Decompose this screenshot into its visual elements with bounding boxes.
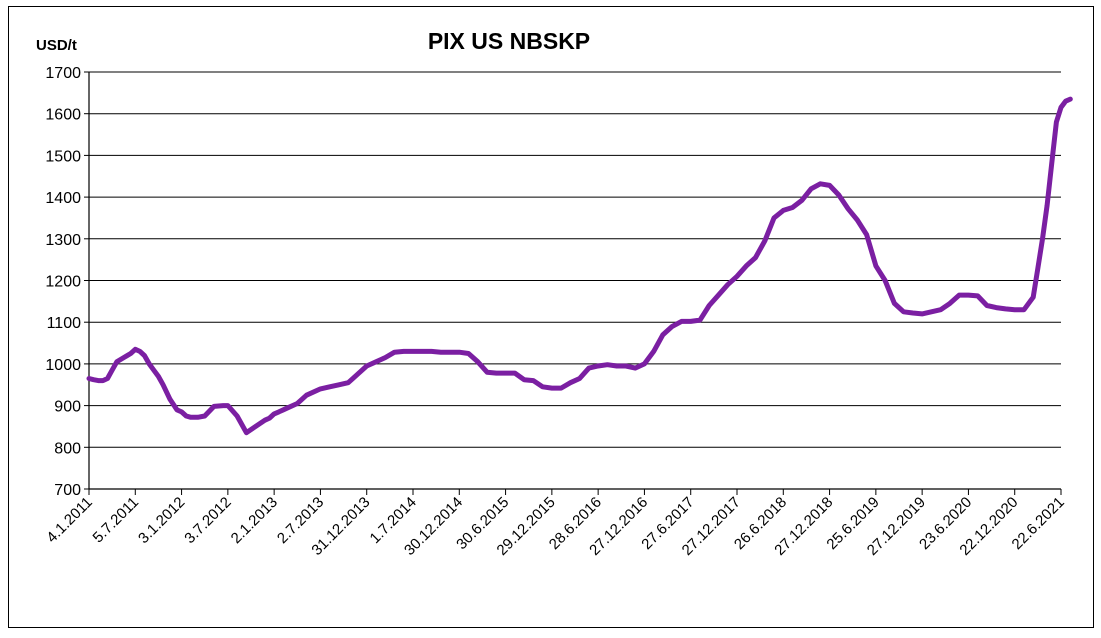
line-chart: PIX US NBSKP USD/t 700 800 900 1000 1100 1200… — [36, 28, 1073, 559]
y-tick-label: 1500 — [45, 148, 81, 165]
y-tick-label: 700 — [54, 482, 81, 499]
y-tick-label: 1700 — [45, 65, 81, 82]
chart-frame: PIX US NBSKP USD/t 700 800 900 1000 1100 1200… — [8, 6, 1094, 628]
series-group — [86, 96, 1073, 436]
x-tick-label: 4.1.2011 — [43, 494, 96, 547]
y-tick-label: 1200 — [45, 274, 81, 291]
y-tick-label: 1000 — [45, 357, 81, 374]
y-tick-label: 1300 — [45, 232, 81, 249]
series-line — [86, 96, 1073, 436]
chart-title: PIX US NBSKP — [428, 28, 590, 54]
y-tick-label: 1400 — [45, 190, 81, 207]
x-tick-label: 3.1.2012 — [135, 494, 188, 547]
y-tick-label: 800 — [54, 440, 81, 457]
x-tick-label: 5.7.2011 — [90, 494, 143, 547]
x-tick-label: 2.1.2013 — [228, 494, 281, 547]
x-tick-label: 3.7.2012 — [181, 494, 234, 547]
gridlines — [89, 71, 1061, 490]
y-tick-label: 900 — [54, 399, 81, 416]
y-tick-label: 1600 — [45, 107, 81, 124]
y-axis-ticks: 700 800 900 1000 1100 1200 1300 1400 1500 1600 170… — [45, 65, 90, 499]
y-tick-label: 1100 — [47, 315, 82, 332]
x-axis: 4.1.20115.7.20113.1.20123.7.20122.1.2013… — [43, 488, 1068, 559]
y-axis-unit-label: USD/t — [36, 37, 77, 54]
